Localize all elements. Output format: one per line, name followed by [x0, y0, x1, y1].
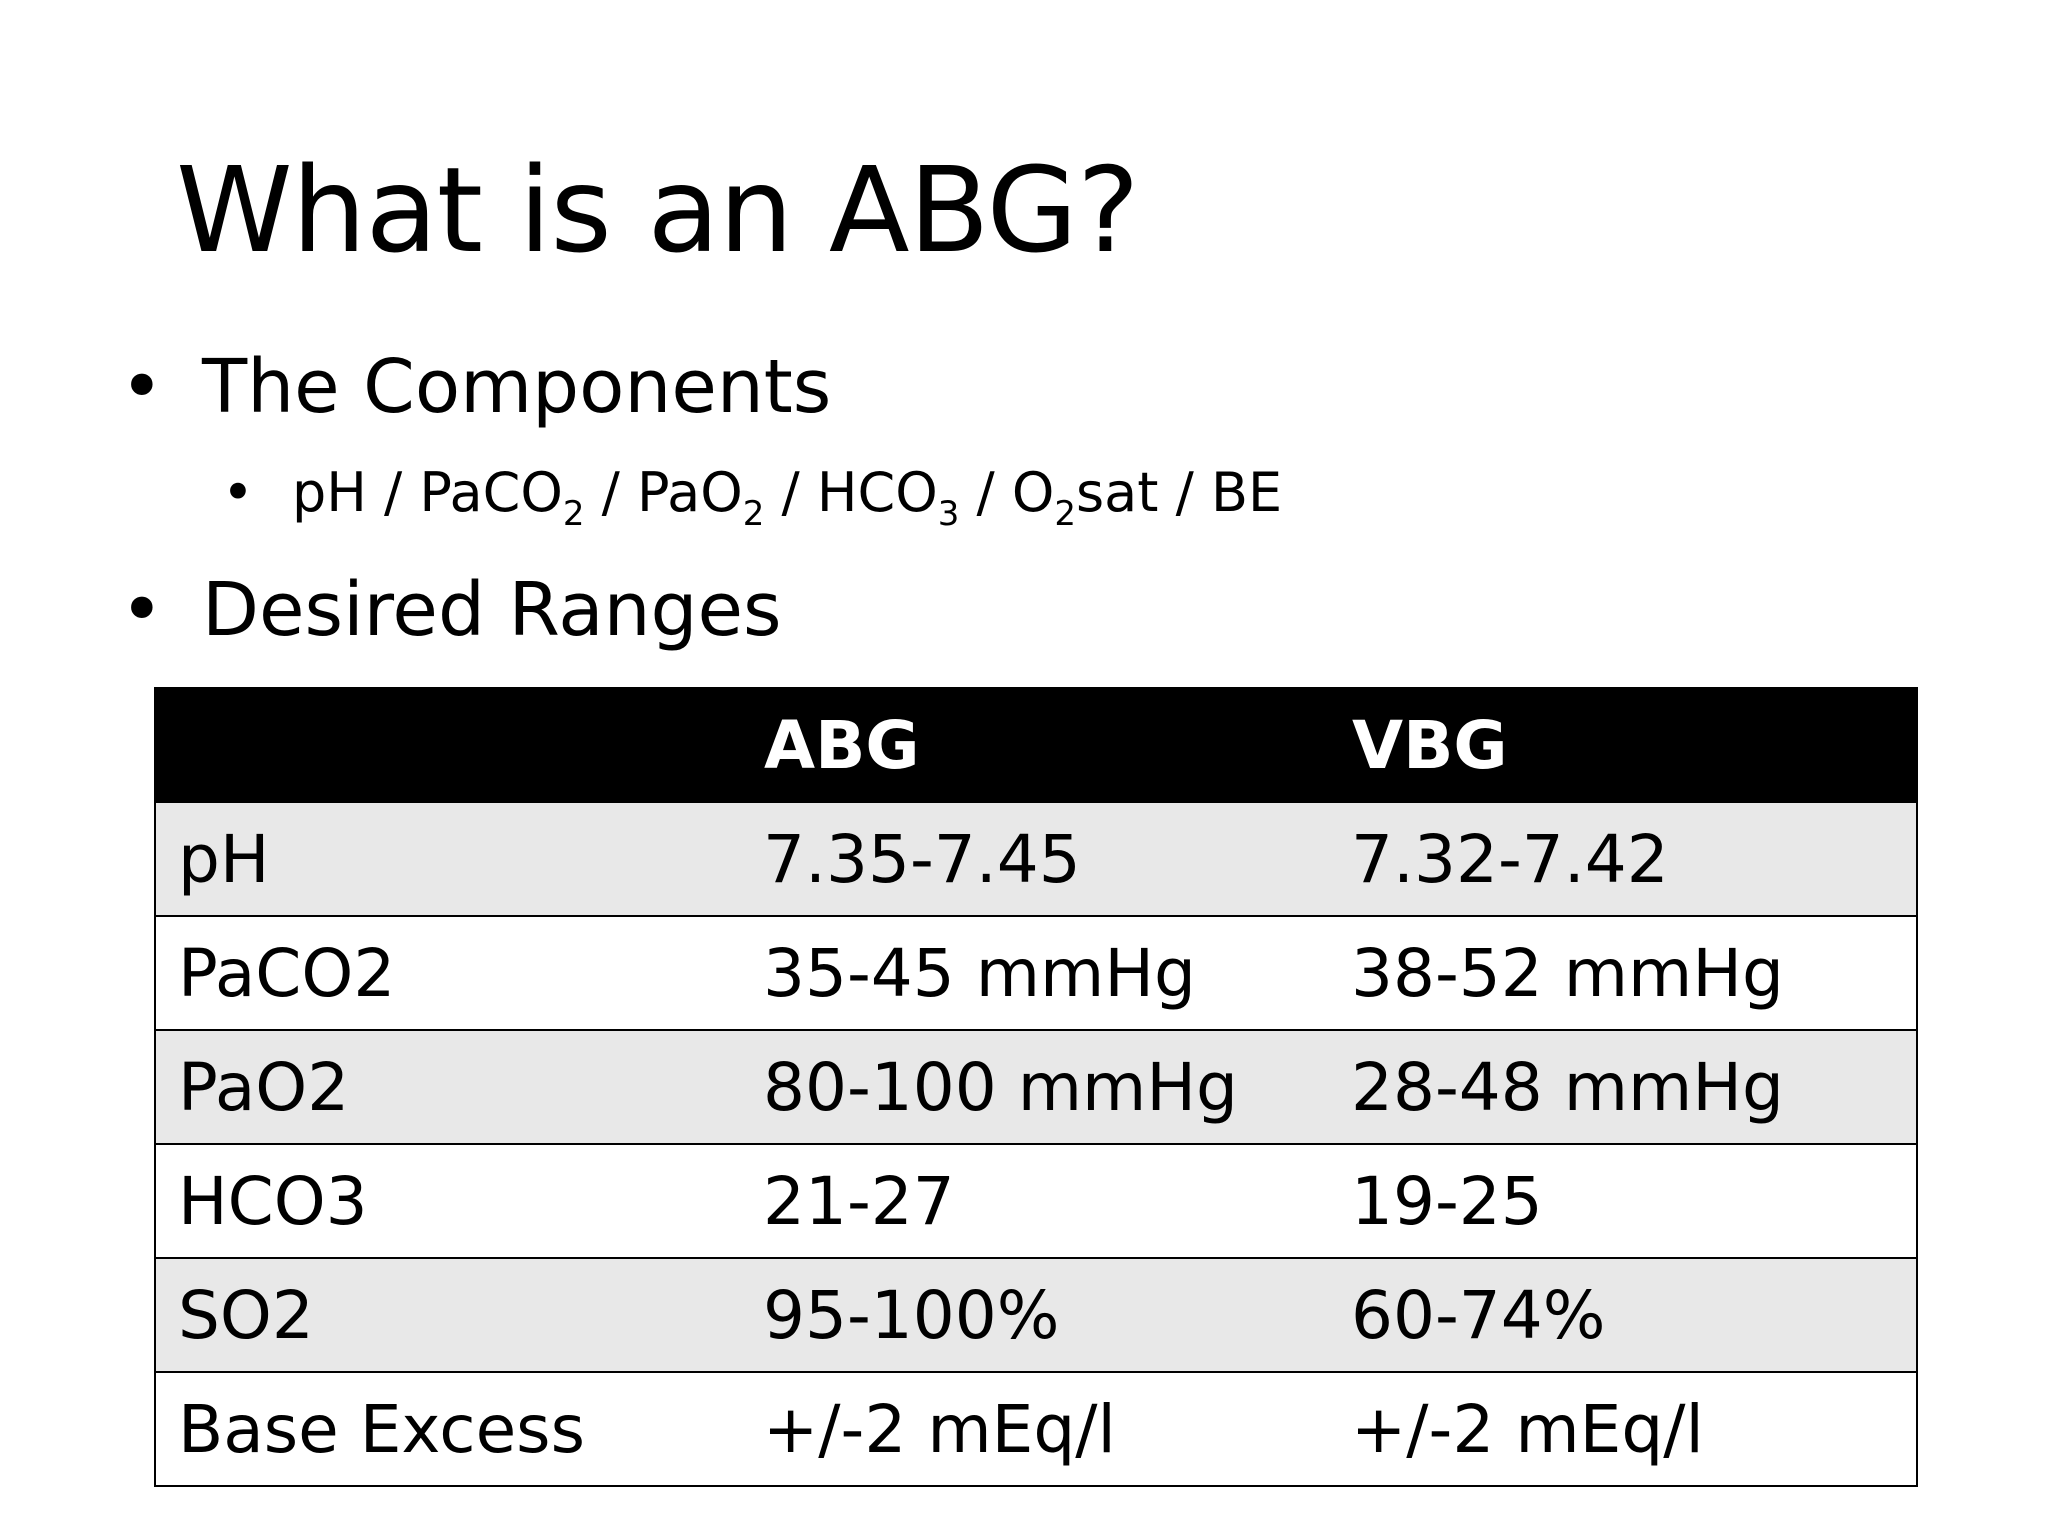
table-row: PaO2 80-100 mmHg 28-48 mmHg: [154, 1029, 1918, 1145]
bullet-label: Desired Ranges: [202, 567, 782, 653]
subscript: 3: [937, 494, 960, 534]
table-header-row: ABG VBG: [154, 687, 1918, 803]
vbg-value: 28-48 mmHg: [1329, 1029, 1918, 1145]
vbg-value: +/-2 mEq/l: [1329, 1371, 1918, 1487]
ranges-table: ABG VBG pH 7.35-7.45 7.32-7.42 PaCO2 35-…: [154, 687, 1918, 1487]
text-part: / PaO: [584, 461, 743, 524]
subscript: 2: [562, 494, 585, 534]
vbg-value: 60-74%: [1329, 1257, 1918, 1373]
header-cell-vbg: VBG: [1328, 687, 1918, 803]
subscript: 2: [742, 494, 765, 534]
vbg-value: 19-25: [1329, 1143, 1918, 1259]
bullet-label: The Components: [202, 344, 832, 430]
table-row: Base Excess +/-2 mEq/l +/-2 mEq/l: [154, 1371, 1918, 1487]
text-part: sat / BE: [1076, 461, 1283, 524]
row-label: SO2: [154, 1257, 741, 1373]
text-part: / HCO: [764, 461, 938, 524]
abg-value: 7.35-7.45: [741, 801, 1329, 917]
abg-value: 80-100 mmHg: [741, 1029, 1329, 1145]
row-label: PaO2: [154, 1029, 741, 1145]
text-part: pH / PaCO: [292, 461, 563, 524]
header-cell-abg: ABG: [740, 687, 1330, 803]
sub-bullet-marker: •: [222, 461, 254, 524]
table-row: SO2 95-100% 60-74%: [154, 1257, 1918, 1373]
table-row: pH 7.35-7.45 7.32-7.42: [154, 801, 1918, 917]
abg-value: 35-45 mmHg: [741, 915, 1329, 1031]
abg-value: +/-2 mEq/l: [741, 1371, 1329, 1487]
bullet-marker: •: [120, 344, 164, 430]
vbg-value: 7.32-7.42: [1329, 801, 1918, 917]
row-label: HCO3: [154, 1143, 741, 1259]
row-label: PaCO2: [154, 915, 741, 1031]
row-label: Base Excess: [154, 1371, 741, 1487]
table-row: HCO3 21-27 19-25: [154, 1143, 1918, 1259]
components-list-text: pH / PaCO2 / PaO2 / HCO3 / O2sat / BE: [292, 458, 1283, 531]
table-row: PaCO2 35-45 mmHg 38-52 mmHg: [154, 915, 1918, 1031]
header-cell-blank: [154, 687, 742, 803]
text-part: / O: [959, 461, 1055, 524]
abg-value: 21-27: [741, 1143, 1329, 1259]
bullet-marker: •: [120, 567, 164, 653]
slide-title: What is an ABG?: [176, 141, 1140, 279]
vbg-value: 38-52 mmHg: [1329, 915, 1918, 1031]
subscript: 2: [1054, 494, 1077, 534]
abg-value: 95-100%: [741, 1257, 1329, 1373]
row-label: pH: [154, 801, 741, 917]
